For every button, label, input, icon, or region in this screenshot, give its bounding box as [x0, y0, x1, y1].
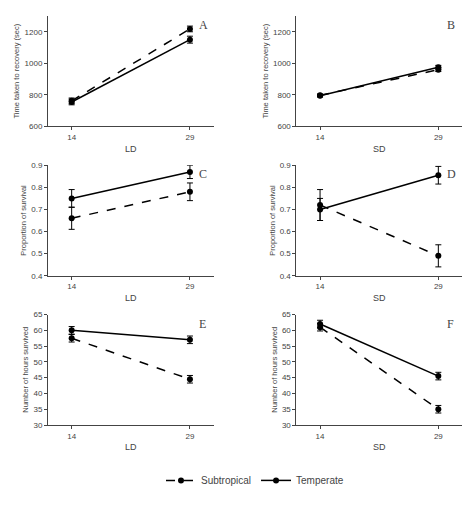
svg-text:E: E: [199, 317, 206, 331]
svg-text:Proportion of survival: Proportion of survival: [19, 185, 28, 256]
svg-text:0.7: 0.7: [31, 205, 43, 214]
svg-text:50: 50: [33, 358, 42, 367]
svg-text:0.5: 0.5: [280, 249, 292, 258]
svg-text:0.7: 0.7: [280, 205, 292, 214]
svg-text:0.4: 0.4: [280, 272, 292, 281]
svg-text:14: 14: [316, 133, 325, 142]
svg-text:1000: 1000: [273, 59, 291, 68]
svg-text:14: 14: [67, 133, 76, 142]
svg-text:29: 29: [434, 432, 443, 441]
svg-text:14: 14: [316, 432, 325, 441]
svg-text:LD: LD: [125, 442, 137, 452]
svg-text:Proportion of survival: Proportion of survival: [268, 185, 277, 256]
svg-text:45: 45: [282, 373, 291, 382]
svg-text:60: 60: [33, 326, 42, 335]
svg-text:14: 14: [67, 432, 76, 441]
svg-text:A: A: [199, 18, 208, 32]
svg-text:B: B: [447, 18, 455, 32]
svg-text:600: 600: [277, 122, 291, 131]
svg-text:SD: SD: [373, 144, 386, 154]
svg-text:29: 29: [434, 133, 443, 142]
svg-text:SD: SD: [373, 293, 386, 303]
svg-text:0.9: 0.9: [280, 161, 292, 170]
svg-text:14: 14: [316, 282, 325, 291]
svg-text:1200: 1200: [25, 28, 43, 37]
svg-text:0.8: 0.8: [31, 183, 43, 192]
svg-text:65: 65: [282, 310, 291, 319]
svg-text:65: 65: [33, 310, 42, 319]
svg-text:35: 35: [282, 405, 291, 414]
svg-text:45: 45: [33, 373, 42, 382]
svg-text:29: 29: [185, 133, 194, 142]
svg-text:1000: 1000: [25, 59, 43, 68]
svg-text:0.4: 0.4: [31, 272, 43, 281]
svg-text:35: 35: [33, 405, 42, 414]
svg-text:14: 14: [67, 282, 76, 291]
svg-text:Number of hours survived: Number of hours survived: [21, 327, 30, 413]
svg-text:0.6: 0.6: [31, 227, 43, 236]
svg-text:Time taken to recovery (sec): Time taken to recovery (sec): [12, 23, 21, 118]
svg-text:LD: LD: [125, 144, 137, 154]
svg-text:0.9: 0.9: [31, 161, 43, 170]
svg-text:C: C: [199, 167, 207, 181]
svg-text:29: 29: [185, 432, 194, 441]
svg-text:Temperate: Temperate: [296, 475, 344, 486]
svg-text:30: 30: [33, 421, 42, 430]
svg-text:50: 50: [282, 358, 291, 367]
svg-text:0.5: 0.5: [31, 249, 43, 258]
svg-text:D: D: [447, 167, 456, 181]
svg-text:LD: LD: [125, 293, 137, 303]
svg-text:30: 30: [282, 421, 291, 430]
svg-text:55: 55: [33, 342, 42, 351]
svg-text:Number of hours survived: Number of hours survived: [270, 327, 279, 413]
svg-text:800: 800: [277, 91, 291, 100]
svg-text:600: 600: [29, 122, 43, 131]
svg-text:1200: 1200: [273, 28, 291, 37]
svg-text:F: F: [447, 317, 454, 331]
svg-text:29: 29: [434, 282, 443, 291]
svg-text:29: 29: [185, 282, 194, 291]
svg-text:40: 40: [282, 389, 291, 398]
svg-text:60: 60: [282, 326, 291, 335]
svg-text:Subtropical: Subtropical: [201, 475, 251, 486]
svg-text:0.6: 0.6: [280, 227, 292, 236]
svg-text:40: 40: [33, 389, 42, 398]
svg-text:0.8: 0.8: [280, 183, 292, 192]
svg-text:SD: SD: [373, 442, 386, 452]
svg-text:800: 800: [29, 91, 43, 100]
svg-text:Time taken to recovery (sec): Time taken to recovery (sec): [261, 23, 270, 118]
svg-text:55: 55: [282, 342, 291, 351]
